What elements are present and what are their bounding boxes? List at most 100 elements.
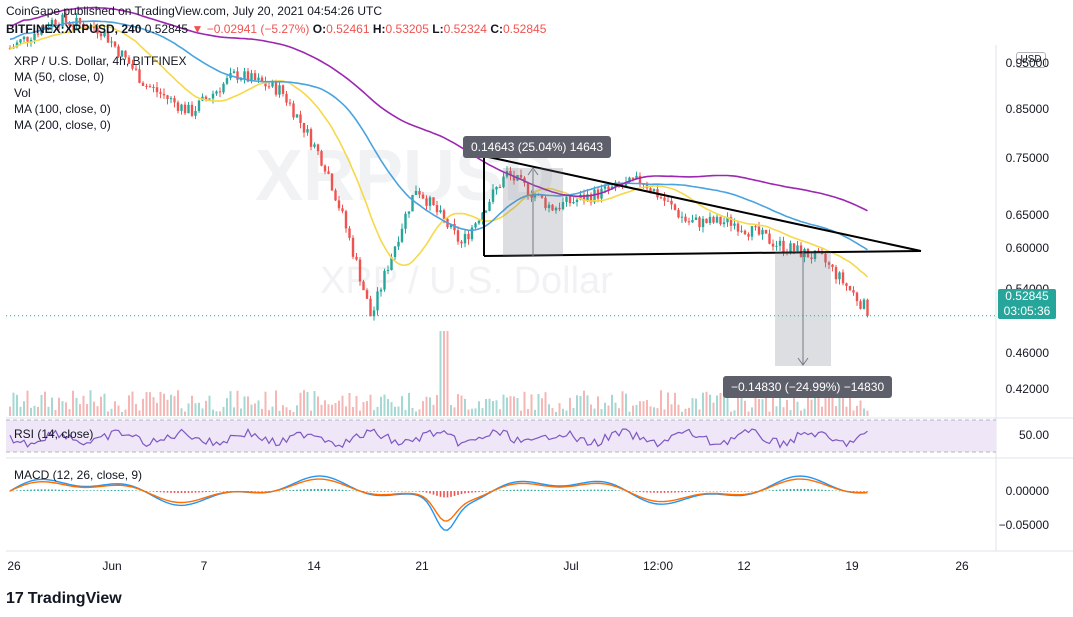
macd-histogram-bar: [341, 489, 344, 491]
candle-body: [782, 240, 785, 253]
candle-body: [71, 25, 75, 27]
macd-histogram-bar: [436, 491, 438, 496]
volume-bar: [9, 406, 11, 416]
candle-body: [544, 197, 547, 209]
macd-histogram-bar: [47, 489, 50, 491]
candle-body: [267, 86, 271, 88]
volume-bar: [439, 331, 442, 416]
volume-bar: [394, 406, 396, 416]
volume-bar: [131, 391, 134, 416]
macd-histogram-bar: [180, 491, 183, 494]
macd-histogram-bar: [551, 490, 554, 491]
macd-histogram-bar: [593, 489, 596, 491]
macd-histogram-bar: [632, 491, 634, 492]
candle-body: [309, 129, 313, 147]
candle-body: [64, 14, 68, 23]
candle-body: [327, 171, 330, 174]
macd-histogram-bar: [705, 491, 708, 492]
candle-body: [15, 42, 19, 47]
volume-bar: [215, 411, 218, 416]
candle-body: [677, 209, 680, 218]
candle-body: [306, 129, 309, 133]
rsi-band: [6, 420, 996, 452]
volume-bar: [229, 391, 232, 416]
macd-histogram-bar: [278, 490, 281, 492]
macd-histogram-bar: [380, 491, 382, 492]
volume-bar: [548, 404, 550, 416]
macd-histogram-bar: [369, 491, 372, 492]
legend-title[interactable]: XRP / U.S. Dollar, 4h, BITFINEX: [14, 54, 187, 68]
volume-bar: [716, 395, 718, 416]
volume-bar: [201, 408, 204, 416]
candle-body: [484, 210, 488, 213]
legend-vol[interactable]: Vol: [14, 86, 31, 100]
candle-body: [155, 87, 159, 93]
volume-bar: [338, 400, 340, 416]
candle-body: [89, 25, 92, 30]
measure-up-label[interactable]: 0.14643 (25.04%) 14643: [463, 136, 612, 158]
macd-histogram-bar: [30, 489, 32, 491]
volume-bar: [600, 409, 603, 416]
candle-body: [687, 221, 691, 223]
volume-bar: [184, 411, 186, 416]
macd-histogram-bar: [733, 491, 736, 492]
candle-body: [127, 57, 131, 64]
tradingview-icon: 17: [6, 590, 24, 607]
y-tick-label: 0.75000: [1005, 151, 1049, 165]
macd-histogram-bar: [212, 491, 214, 492]
legend-ma200[interactable]: MA (200, close, 0): [14, 118, 111, 132]
candle-body: [652, 189, 656, 192]
macd-histogram-bar: [639, 491, 641, 493]
legend-rsi[interactable]: RSI (14, close): [14, 427, 94, 441]
volume-bar: [611, 394, 613, 416]
legend-ma100[interactable]: MA (100, close, 0): [14, 102, 111, 116]
y-tick-label: 0.95000: [1005, 56, 1049, 70]
macd-histogram-bar: [222, 491, 225, 492]
macd-histogram-bar: [852, 491, 855, 492]
candle-body: [236, 71, 239, 80]
volume-bar: [33, 405, 36, 416]
macd-histogram-bar: [681, 491, 683, 493]
currency-button[interactable]: USD: [1016, 52, 1046, 68]
candle-body: [715, 216, 719, 223]
macd-histogram-bar: [82, 490, 85, 491]
candle-body: [540, 194, 544, 198]
candle-body: [299, 114, 302, 123]
macd-histogram-bar: [110, 490, 113, 491]
macd-histogram-bar: [40, 489, 43, 491]
volume-bar: [863, 408, 865, 416]
macd-histogram-bar: [572, 490, 575, 491]
volume-bar: [233, 407, 235, 416]
macd-histogram-bar: [495, 490, 498, 492]
candle-body: [470, 227, 474, 240]
macd-histogram-bar: [747, 491, 750, 492]
legend-macd[interactable]: MACD (12, 26, close, 9): [14, 468, 143, 482]
macd-signal-line: [9, 478, 868, 522]
volume-bar: [145, 392, 148, 416]
macd-histogram-bar: [173, 491, 176, 493]
legend-ma50[interactable]: MA (50, close, 0): [14, 70, 105, 84]
candle-body: [260, 77, 264, 82]
macd-histogram-bar: [509, 489, 512, 491]
tradingview-logo[interactable]: 17 TradingView: [6, 590, 122, 608]
candle-body: [183, 104, 187, 114]
macd-histogram-bar: [16, 490, 18, 491]
candle-body: [218, 91, 222, 93]
volume-bar: [712, 402, 715, 416]
candle-body: [187, 104, 190, 114]
candle-body: [841, 272, 845, 284]
macd-histogram-bar: [166, 491, 169, 493]
macd-histogram-bar: [656, 491, 659, 493]
candle-body: [628, 177, 631, 182]
macd-histogram-bar: [68, 490, 71, 491]
macd-histogram-bar: [642, 491, 645, 493]
macd-histogram-bar: [107, 490, 109, 491]
measure-down-label[interactable]: −0.14830 (−24.99%) −14830: [723, 376, 893, 398]
volume-bar: [170, 394, 172, 416]
volume-bar: [782, 407, 785, 416]
candle-body: [36, 33, 40, 35]
macd-histogram-bar: [282, 490, 284, 492]
volume-bar: [534, 409, 536, 416]
x-tick-label: 21: [415, 559, 429, 573]
